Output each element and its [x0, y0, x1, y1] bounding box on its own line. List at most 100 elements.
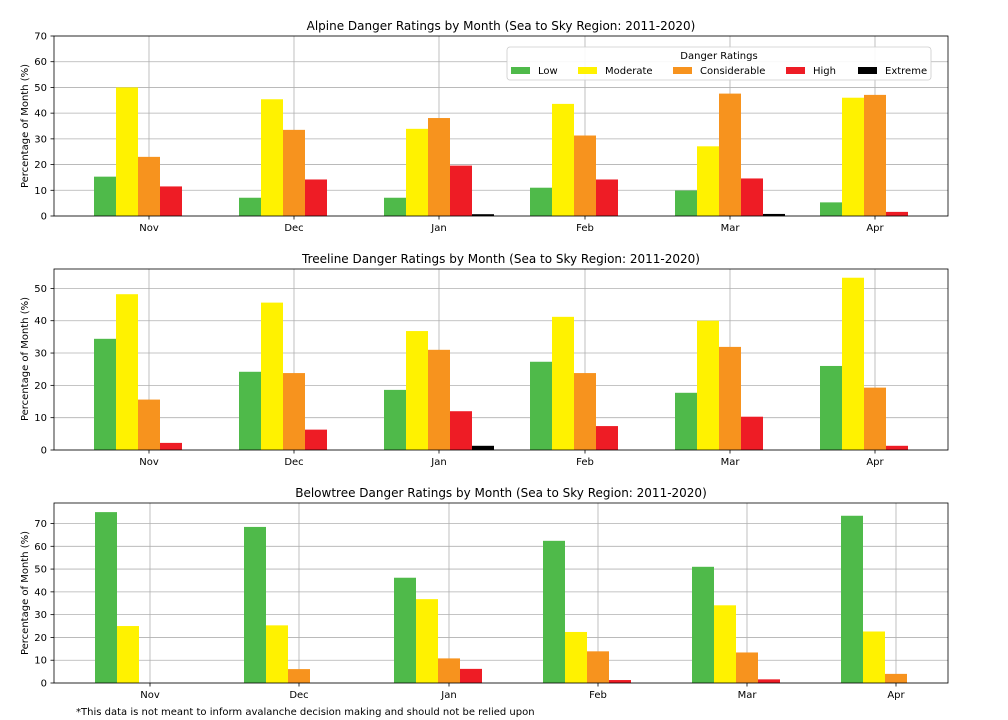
legend-label-high: High	[813, 66, 836, 77]
bar-moderate-feb	[565, 631, 587, 683]
bar-considerable-apr	[864, 387, 886, 450]
bar-low-nov	[94, 338, 116, 450]
legend-label-extreme: Extreme	[885, 66, 927, 77]
bar-high-jan	[460, 668, 482, 683]
bar-considerable-jan	[428, 118, 450, 216]
legend-swatch-high	[786, 67, 805, 74]
bar-low-apr	[841, 515, 863, 683]
chart-title: Treeline Danger Ratings by Month (Sea to…	[301, 252, 700, 266]
bar-high-apr	[886, 445, 908, 450]
y-tick-label: 0	[41, 446, 47, 457]
bar-considerable-mar	[719, 93, 741, 216]
bar-considerable-dec	[288, 669, 310, 683]
y-tick-label: 60	[34, 542, 47, 553]
bar-considerable-jan	[438, 658, 460, 683]
x-tick-label: Dec	[289, 690, 308, 701]
x-tick-label: Dec	[284, 223, 303, 234]
bar-extreme-mar	[763, 213, 785, 216]
bar-moderate-dec	[261, 99, 283, 216]
bar-moderate-nov	[116, 294, 138, 450]
bar-considerable-feb	[574, 373, 596, 450]
y-tick-label: 40	[34, 316, 47, 327]
bar-high-apr	[886, 211, 908, 216]
x-tick-label: Apr	[866, 223, 884, 234]
x-tick-label: Apr	[866, 457, 884, 468]
bar-moderate-mar	[697, 320, 719, 450]
y-tick-label: 0	[41, 212, 47, 223]
y-tick-label: 30	[34, 349, 47, 360]
bar-considerable-apr	[885, 673, 907, 683]
bar-low-nov	[94, 176, 116, 216]
bar-moderate-dec	[261, 302, 283, 450]
bar-considerable-feb	[587, 651, 609, 683]
bar-low-mar	[675, 392, 697, 450]
plot-frame	[53, 35, 949, 217]
bar-extreme-jan	[472, 445, 494, 450]
bar-low-nov	[95, 512, 117, 683]
bar-low-jan	[384, 389, 406, 450]
bar-high-dec	[305, 179, 327, 216]
legend-swatch-low	[511, 67, 530, 74]
bar-high-mar	[741, 178, 763, 216]
bar-high-feb	[609, 680, 631, 683]
x-tick-label: Feb	[589, 690, 607, 701]
bar-moderate-feb	[552, 316, 574, 450]
y-tick-label: 0	[41, 679, 47, 690]
bar-low-mar	[675, 190, 697, 216]
bar-high-jan	[450, 165, 472, 216]
bar-considerable-dec	[283, 129, 305, 216]
y-tick-label: 30	[34, 610, 47, 621]
bar-low-mar	[692, 566, 714, 683]
bar-high-mar	[741, 416, 763, 450]
bar-considerable-apr	[864, 94, 886, 216]
bar-considerable-feb	[574, 135, 596, 216]
bar-high-mar	[758, 679, 780, 683]
x-tick-label: Dec	[284, 457, 303, 468]
y-tick-label: 20	[34, 381, 47, 392]
bar-moderate-jan	[406, 128, 428, 216]
bar-high-feb	[596, 179, 618, 216]
bar-considerable-mar	[719, 346, 741, 450]
x-tick-label: Mar	[738, 690, 758, 701]
plot-frame	[53, 268, 949, 451]
x-tick-label: Mar	[721, 223, 741, 234]
y-tick-label: 20	[34, 633, 47, 644]
bar-extreme-jan	[472, 214, 494, 216]
bar-moderate-nov	[117, 626, 139, 683]
x-tick-label: Nov	[139, 223, 159, 234]
bar-moderate-jan	[406, 331, 428, 450]
x-tick-label: Jan	[440, 690, 456, 701]
bar-low-apr	[820, 202, 842, 216]
bar-low-apr	[820, 365, 842, 450]
bar-moderate-feb	[552, 103, 574, 216]
legend-swatch-moderate	[578, 67, 597, 74]
bar-moderate-dec	[266, 625, 288, 683]
x-tick-label: Feb	[576, 223, 594, 234]
x-tick-label: Apr	[887, 690, 905, 701]
bar-high-nov	[160, 186, 182, 216]
bar-moderate-apr	[842, 97, 864, 216]
bar-low-feb	[543, 540, 565, 683]
chart-title: Belowtree Danger Ratings by Month (Sea t…	[295, 486, 707, 500]
bar-high-jan	[450, 411, 472, 450]
plot-frame	[53, 502, 949, 684]
chart-panel-3: Belowtree Danger Ratings by Month (Sea t…	[20, 486, 949, 701]
x-tick-label: Jan	[430, 223, 446, 234]
bar-moderate-jan	[416, 599, 438, 683]
y-tick-label: 20	[34, 160, 47, 171]
y-axis-label: Percentage of Month (%)	[20, 531, 31, 655]
bar-considerable-nov	[138, 399, 160, 450]
bar-low-jan	[394, 577, 416, 683]
bar-moderate-nov	[116, 87, 138, 216]
legend-label-considerable: Considerable	[700, 66, 765, 77]
y-tick-label: 40	[34, 587, 47, 598]
y-tick-label: 10	[34, 656, 47, 667]
bar-considerable-jan	[428, 349, 450, 450]
legend-swatch-extreme	[858, 67, 877, 74]
y-tick-label: 50	[34, 284, 47, 295]
bar-low-feb	[530, 187, 552, 216]
y-axis-label: Percentage of Month (%)	[20, 64, 31, 188]
chart-title: Alpine Danger Ratings by Month (Sea to S…	[307, 19, 696, 33]
x-tick-label: Nov	[140, 690, 160, 701]
